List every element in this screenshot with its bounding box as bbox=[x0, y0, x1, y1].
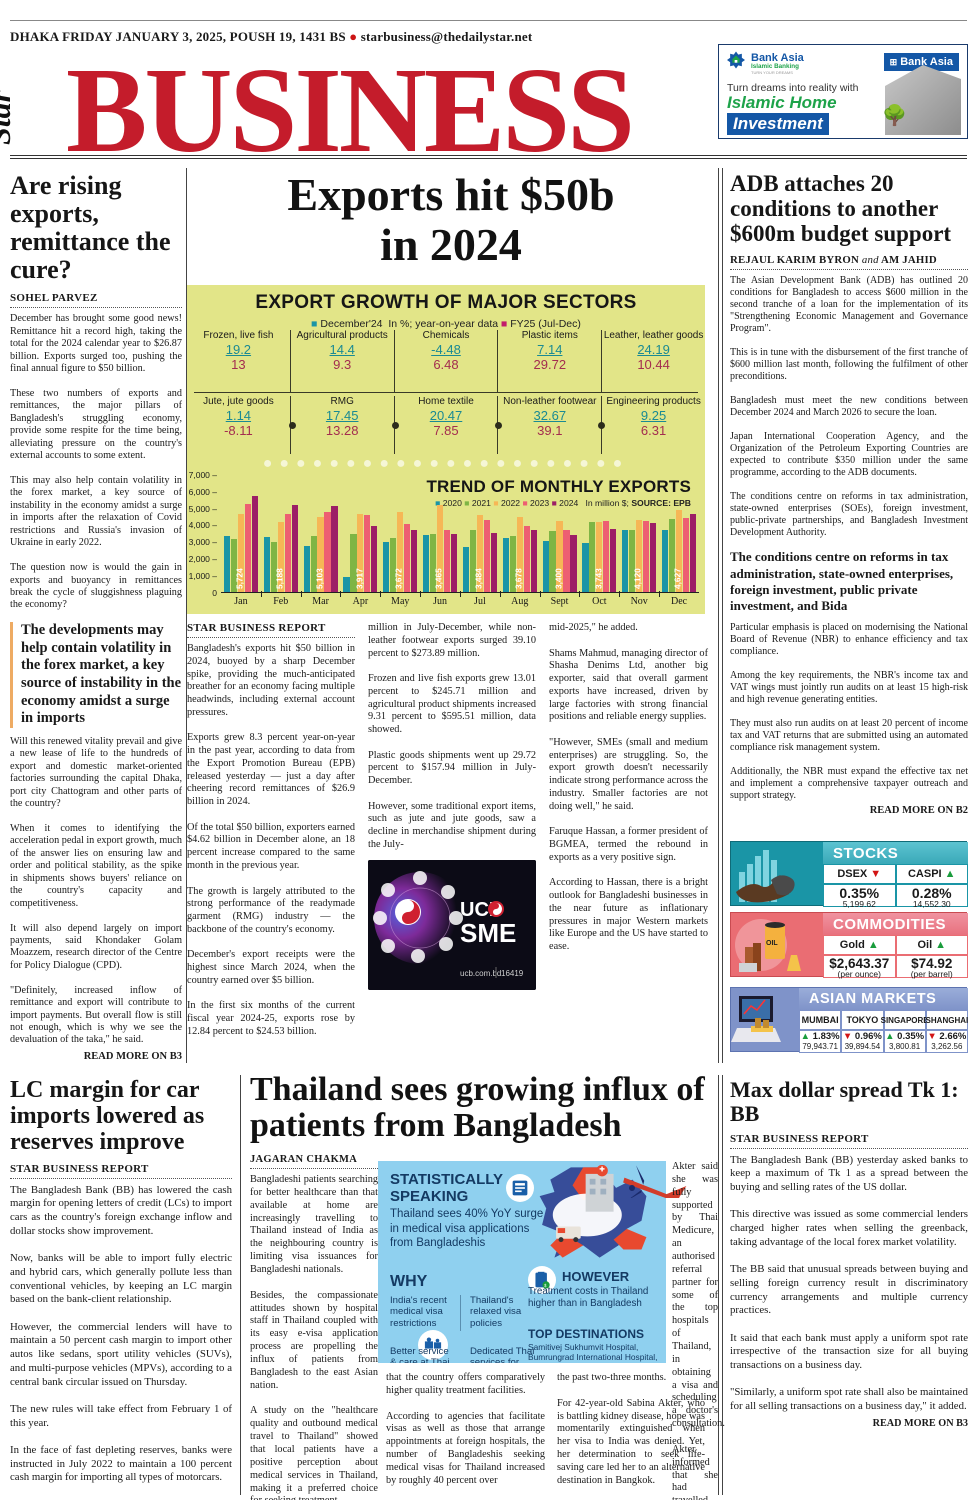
svg-text:SME: SME bbox=[460, 918, 516, 948]
svg-text:ucb.com.bd: ucb.com.bd bbox=[460, 969, 501, 978]
svg-text:OIL: OIL bbox=[766, 940, 778, 947]
svg-text:16419: 16419 bbox=[501, 969, 524, 978]
